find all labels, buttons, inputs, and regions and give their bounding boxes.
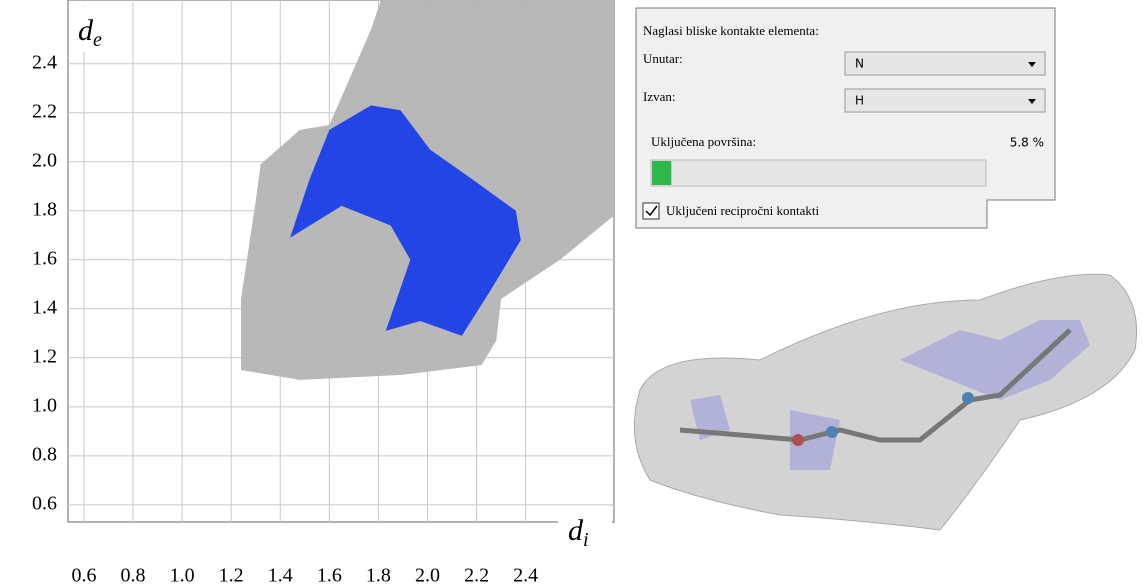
molecule-view xyxy=(633,273,1138,531)
inside-label: Unutar: xyxy=(643,51,683,66)
x-axis-label: di xyxy=(568,514,589,551)
surface xyxy=(633,273,1138,531)
inside-dropdown[interactable] xyxy=(844,51,1046,76)
y-tick-label: 0.8 xyxy=(32,443,57,465)
x-tick-label: 1.8 xyxy=(366,565,391,587)
checkmark xyxy=(645,205,658,217)
outside-label: Izvan: xyxy=(643,89,675,104)
inside-value: N xyxy=(855,57,864,71)
contact-patch xyxy=(900,320,1090,400)
atom xyxy=(826,426,838,438)
x-tick-label: 1.4 xyxy=(268,565,293,587)
areas xyxy=(241,0,614,380)
bonds xyxy=(679,328,1072,443)
reciprocal-label: Uključeni recipročni kontakti xyxy=(666,203,819,218)
ylabel-bg xyxy=(70,2,114,52)
outside-value: H xyxy=(855,94,864,108)
outside-dropdown[interactable] xyxy=(844,88,1046,113)
x-tick-label: 2.0 xyxy=(415,565,440,587)
progress-fill xyxy=(652,161,672,185)
surface-value-label: 5.8 % xyxy=(1010,136,1044,150)
x-tick-label: 0.6 xyxy=(71,565,96,587)
panel-frame xyxy=(635,7,1056,229)
y-tick-label: 0.6 xyxy=(32,492,57,514)
x-tick-label: 2.2 xyxy=(464,565,489,587)
x-tick-label: 1.0 xyxy=(170,565,195,587)
contacts-panel: Naglasi bliske kontakte elementa: Unutar… xyxy=(635,7,1056,229)
reciprocal-checkbox[interactable] xyxy=(642,202,660,220)
x-tick-label: 0.8 xyxy=(121,565,146,587)
y-tick-label: 1.6 xyxy=(32,247,57,269)
atom xyxy=(962,392,974,404)
dropdown-arrow xyxy=(1028,99,1036,104)
x-tick-label: 1.2 xyxy=(219,565,244,587)
y-tick-label: 1.0 xyxy=(32,394,57,416)
progress-track xyxy=(650,159,987,187)
atom xyxy=(792,434,804,446)
x-tick-label: 2.4 xyxy=(513,565,538,587)
y-tick-label: 2.0 xyxy=(32,149,57,171)
y-tick-label: 2.2 xyxy=(32,100,57,122)
xlabel-bg xyxy=(558,512,612,554)
ticks: 0.6 0.8 1.0 1.2 1.4 1.6 1.8 2.0 2.2 2.4 0.6 0.8 1.0 1… xyxy=(32,51,538,586)
density-region xyxy=(290,105,521,336)
progress xyxy=(652,161,672,185)
surface-label: Uključena površina: xyxy=(651,134,756,149)
contact-patch xyxy=(690,395,840,470)
y-tick-label: 2.4 xyxy=(32,51,57,73)
panel-title: Naglasi bliske kontakte elementa: xyxy=(643,23,819,38)
y-tick-label: 1.2 xyxy=(32,345,57,367)
x-tick-label: 1.6 xyxy=(317,565,342,587)
y-tick-label: 1.8 xyxy=(32,198,57,220)
dropdown-arrow xyxy=(1028,62,1036,67)
y-tick-label: 1.4 xyxy=(32,296,57,318)
y-axis-label: de xyxy=(78,14,102,51)
